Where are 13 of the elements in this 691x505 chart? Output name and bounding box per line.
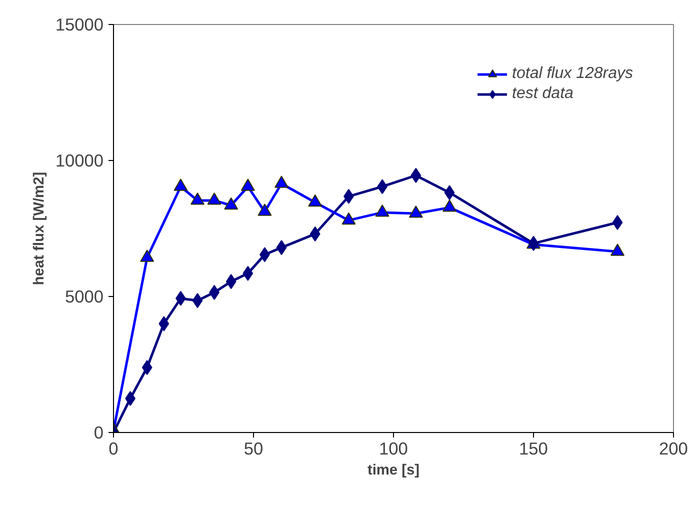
x-axis-title: time [s]: [367, 462, 420, 478]
x-tick-label: 0: [108, 438, 118, 458]
y-tick-label: 15000: [55, 14, 104, 34]
y-axis-title: heat flux [W/m2]: [31, 172, 48, 286]
x-tick-label: 100: [379, 438, 408, 458]
y-tick-label: 0: [94, 422, 104, 442]
x-tick-label: 50: [244, 438, 264, 458]
y-tick-label: 10000: [55, 150, 104, 170]
legend-label: test data: [512, 85, 574, 103]
x-tick-label: 150: [519, 438, 548, 458]
y-tick-label: 5000: [64, 286, 104, 306]
x-tick-label: 200: [659, 438, 688, 458]
legend-label: total flux 128rays: [512, 65, 633, 83]
